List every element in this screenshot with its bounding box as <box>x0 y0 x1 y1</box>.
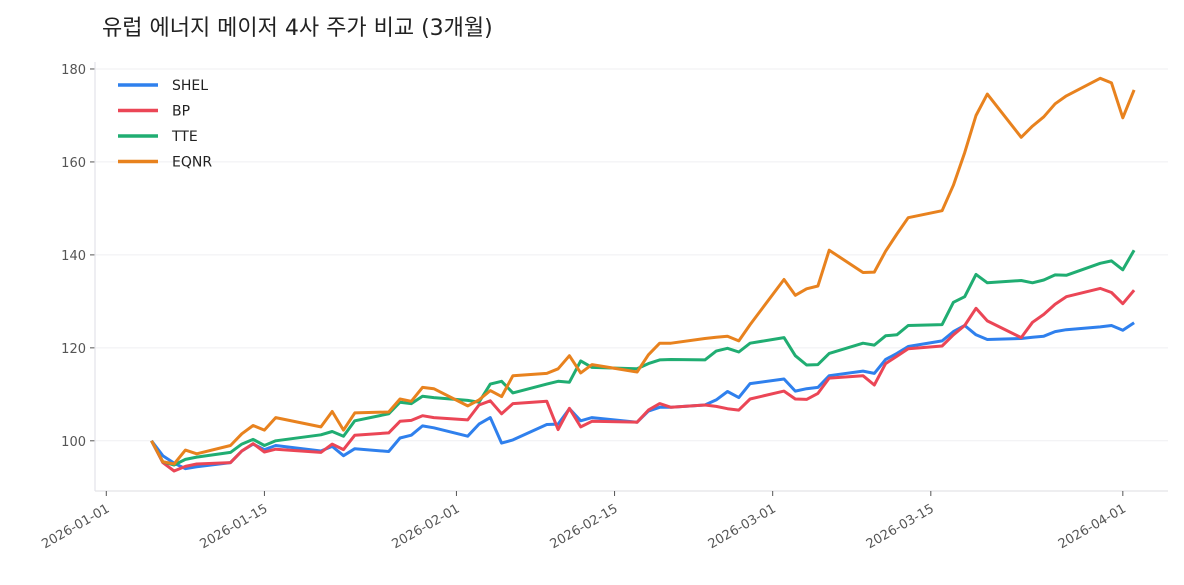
chart-title: 유럽 에너지 메이저 4사 주가 비교 (3개월) <box>102 16 493 41</box>
x-tick-label: 2026-02-01 <box>389 501 462 552</box>
x-tick-label: 2026-03-01 <box>706 501 779 552</box>
legend-label-eqnr: EQNR <box>172 155 212 171</box>
legend-label-shel: SHEL <box>172 78 208 94</box>
y-tick-label: 100 <box>61 435 86 450</box>
y-tick-label: 140 <box>61 249 86 264</box>
x-tick-label: 2026-01-01 <box>39 501 112 552</box>
x-tick-label: 2026-01-15 <box>197 501 270 552</box>
x-tick-label: 2026-02-15 <box>548 501 621 552</box>
series-line-tte <box>150 249 1136 467</box>
legend-label-tte: TTE <box>171 129 198 145</box>
legend-label-bp: BP <box>172 104 190 120</box>
series-line-eqnr <box>150 76 1136 466</box>
x-tick-label: 2026-03-15 <box>864 501 937 552</box>
series-line-bp <box>150 286 1136 473</box>
series-line-shel <box>150 321 1135 471</box>
y-tick-label: 120 <box>61 342 86 357</box>
y-tick-label: 180 <box>61 63 86 78</box>
y-tick-label: 160 <box>61 156 86 171</box>
x-tick-label: 2026-04-01 <box>1056 501 1129 552</box>
